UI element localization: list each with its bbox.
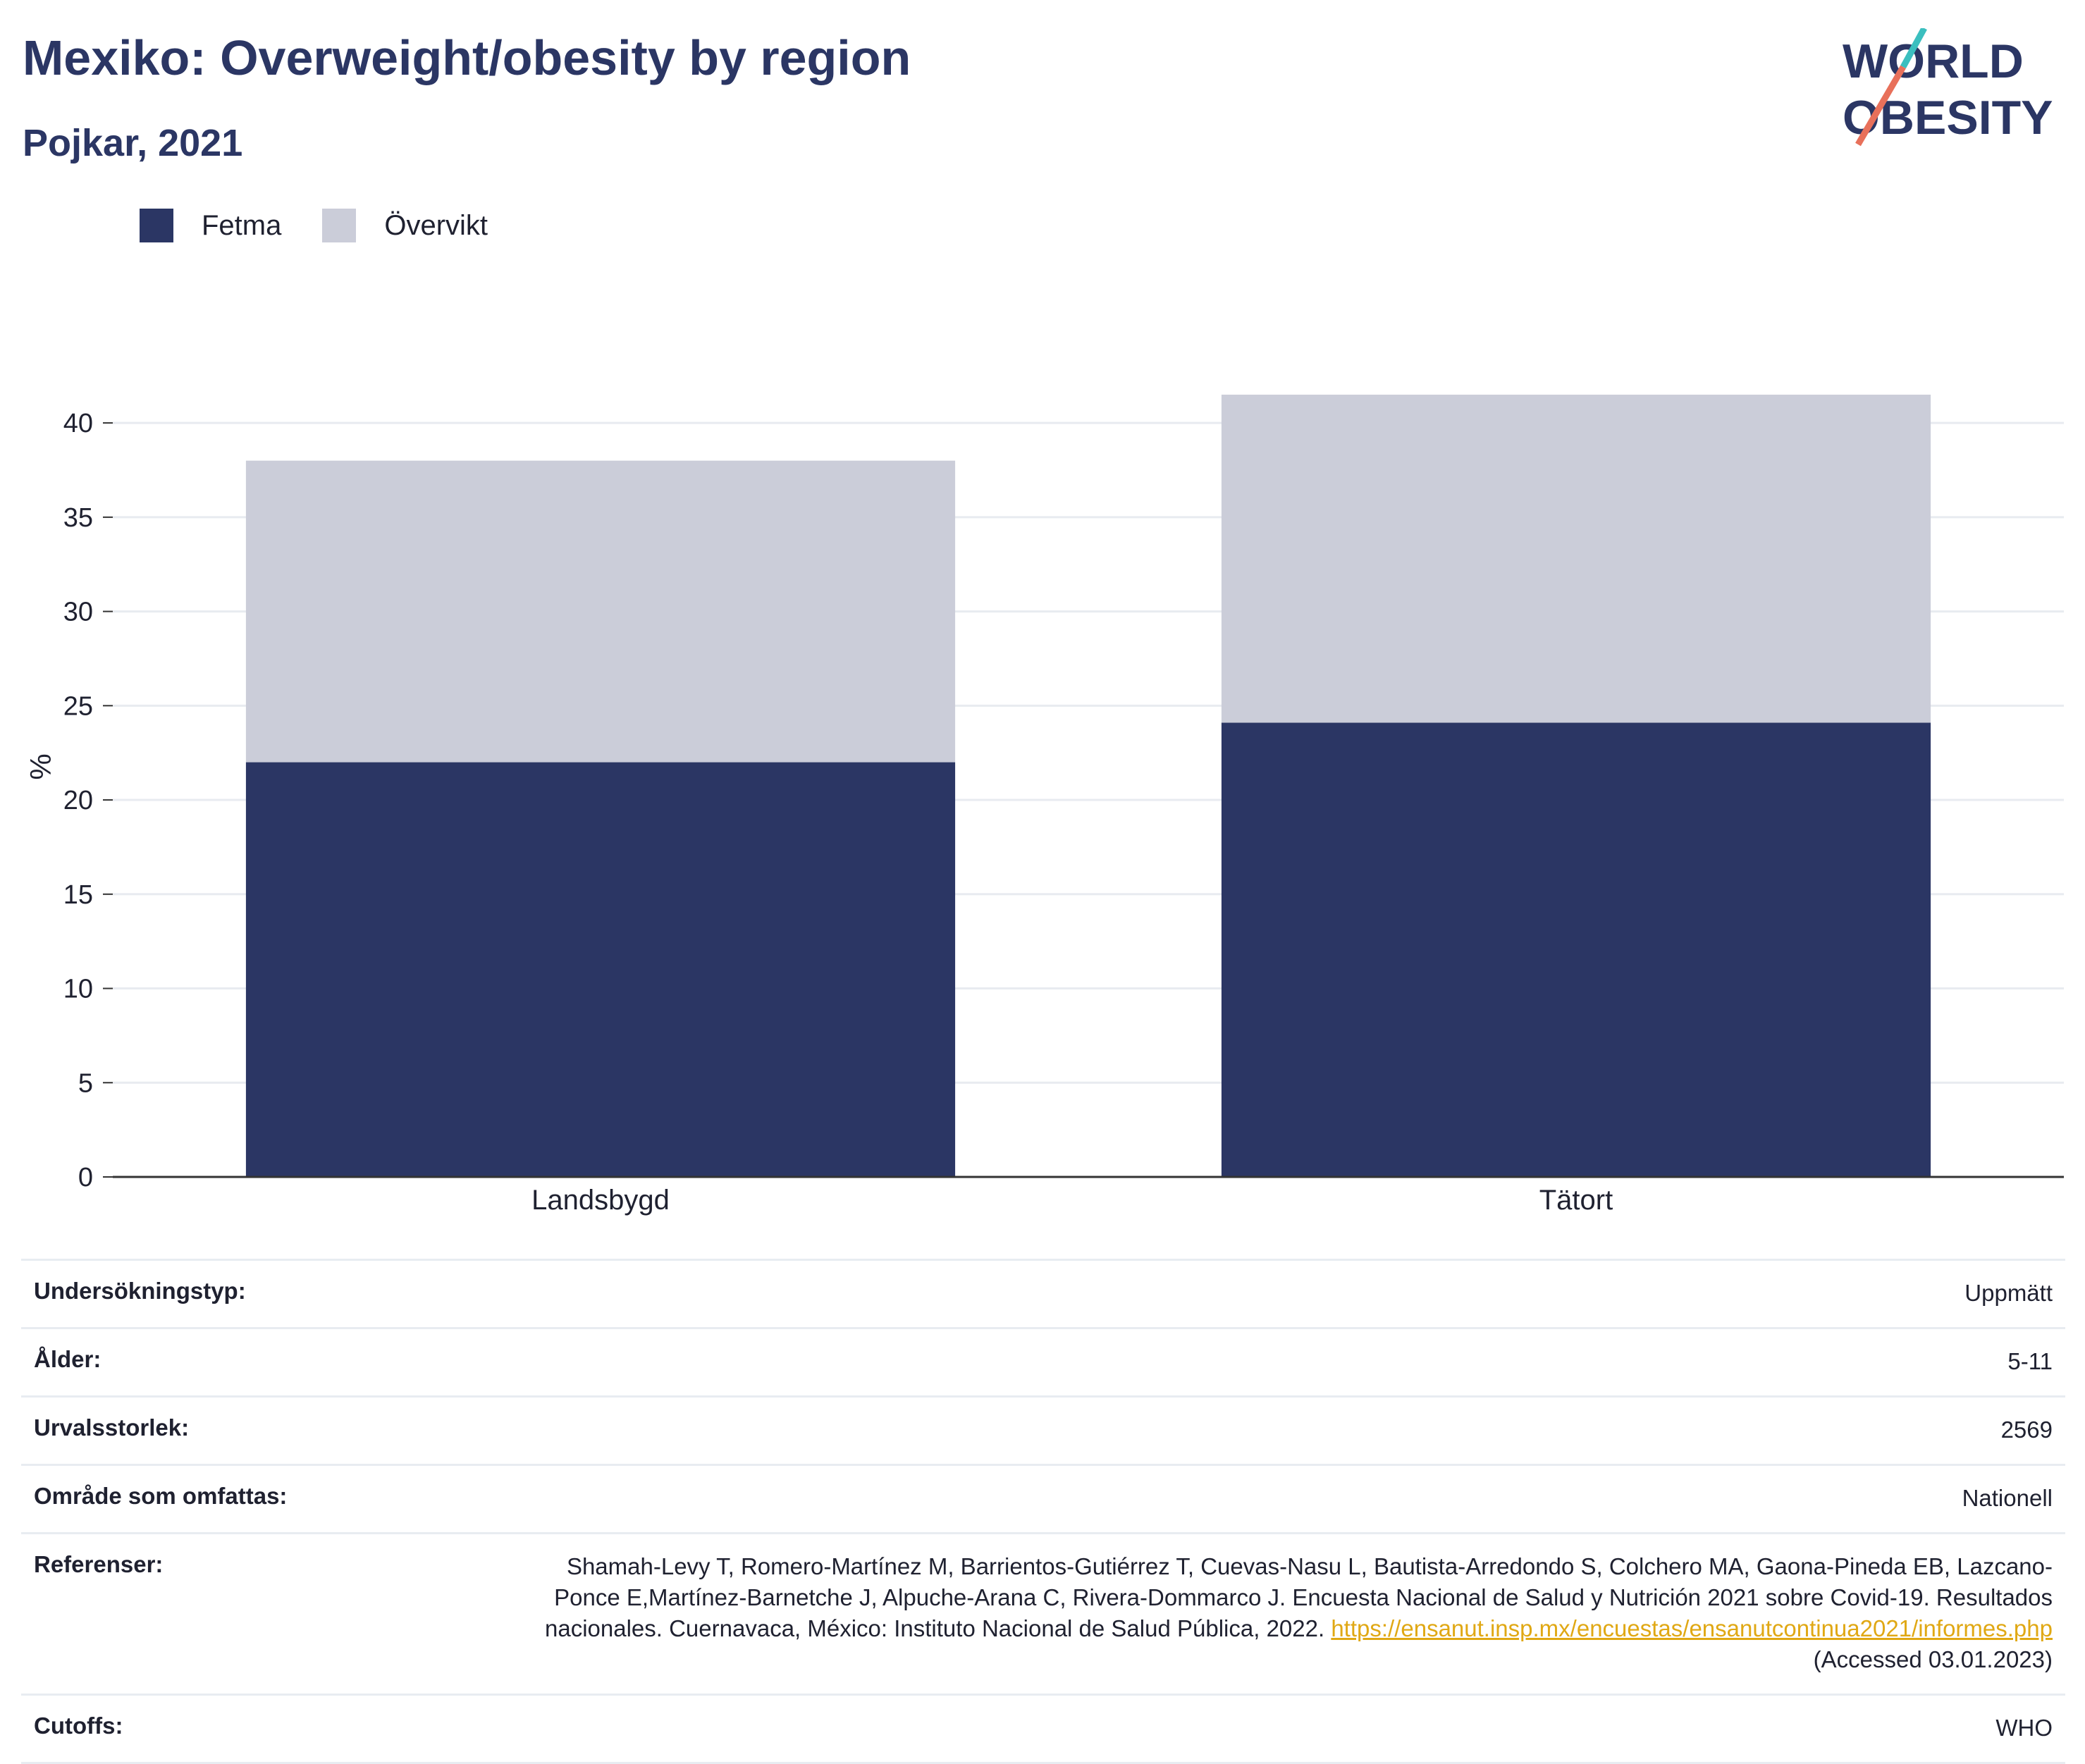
logo-slash-top [1900, 28, 1927, 69]
y-axis-label: % [24, 753, 57, 779]
chart-subtitle: Pojkar, 2021 [23, 122, 243, 164]
reference-text: Shamah-Levy T, Romero-Martínez M, Barrie… [516, 1551, 2053, 1675]
legend-swatch-overvikt [322, 209, 357, 242]
x-axis-labels: Landsbygd Tätort [531, 1185, 1613, 1216]
x-category-label: Tätort [1539, 1185, 1613, 1216]
bar-overvikt-0[interactable] [245, 460, 956, 763]
chart-title: Mexiko: Overweight/obesity by region [23, 30, 911, 85]
metadata-table: Undersökningstyp: Uppmätt Ålder: 5-11 Ur… [21, 1259, 2065, 1764]
legend-label-overvikt: Övervikt [384, 209, 488, 241]
bar-fetma-1[interactable] [1221, 722, 1931, 1177]
meta-row-age: Ålder: 5-11 [21, 1327, 2065, 1395]
meta-row-area: Område som omfattas: Nationell [21, 1464, 2065, 1532]
reference-citation: Shamah-Levy T, Romero-Martínez M, Barrie… [544, 1553, 2053, 1641]
meta-row-references: Referenser: Shamah-Levy T, Romero-Martín… [21, 1532, 2065, 1694]
meta-value: Nationell [1962, 1485, 2053, 1511]
logo-slash-bottom [1855, 65, 1906, 147]
bar-overvikt-1[interactable] [1221, 395, 1931, 723]
y-tick-label: 40 [63, 409, 93, 438]
logo-line-2: OBESITY [1843, 91, 2053, 144]
y-tick-label: 15 [63, 880, 93, 910]
meta-value: WHO [1995, 1715, 2053, 1741]
chart-legend: Fetma Övervikt [140, 209, 529, 242]
meta-row-sample-size: Urvalsstorlek: 2569 [21, 1395, 2065, 1464]
world-obesity-logo: WORLD OBESITY [1843, 28, 2053, 147]
meta-label: Undersökningstyp: [34, 1278, 246, 1304]
reference-accessed: (Accessed 03.01.2023) [1813, 1646, 2053, 1672]
meta-label: Område som omfattas: [34, 1483, 288, 1509]
meta-label: Ålder: [34, 1346, 102, 1372]
meta-value: 5-11 [2007, 1348, 2053, 1374]
y-tick-label: 10 [63, 975, 93, 1004]
meta-value: 2569 [2000, 1417, 2053, 1443]
legend-item-overvikt[interactable]: Övervikt [322, 209, 488, 242]
y-tick-label: 20 [63, 786, 93, 815]
bar-fetma-0[interactable] [245, 762, 956, 1177]
legend-item-fetma[interactable]: Fetma [140, 209, 281, 242]
meta-label: Referenser: [34, 1551, 164, 1577]
bars [245, 395, 1931, 1177]
meta-label: Cutoffs: [34, 1713, 123, 1739]
meta-row-survey-type: Undersökningstyp: Uppmätt [21, 1259, 2065, 1327]
y-tick-label: 5 [78, 1068, 93, 1098]
x-category-label: Landsbygd [531, 1185, 670, 1216]
y-tick-label: 30 [63, 598, 93, 627]
legend-label-fetma: Fetma [202, 209, 282, 241]
logo-line-1: WORLD [1843, 35, 2024, 88]
y-tick-label: 35 [63, 503, 93, 533]
reference-link[interactable]: https://ensanut.insp.mx/encuestas/ensanu… [1331, 1615, 2053, 1641]
meta-value: Uppmätt [1964, 1280, 2053, 1306]
meta-row-cutoffs: Cutoffs: WHO [21, 1694, 2065, 1764]
y-tick-label: 0 [78, 1163, 93, 1192]
bar-chart: 0 5 10 15 20 25 30 35 40 Landsbygd Tätort % [24, 395, 2064, 1216]
meta-label: Urvalsstorlek: [34, 1414, 190, 1441]
y-tick-label: 25 [63, 691, 93, 721]
y-axis-ticks: 0 5 10 15 20 25 30 35 40 [63, 409, 113, 1192]
legend-swatch-fetma [140, 209, 173, 242]
